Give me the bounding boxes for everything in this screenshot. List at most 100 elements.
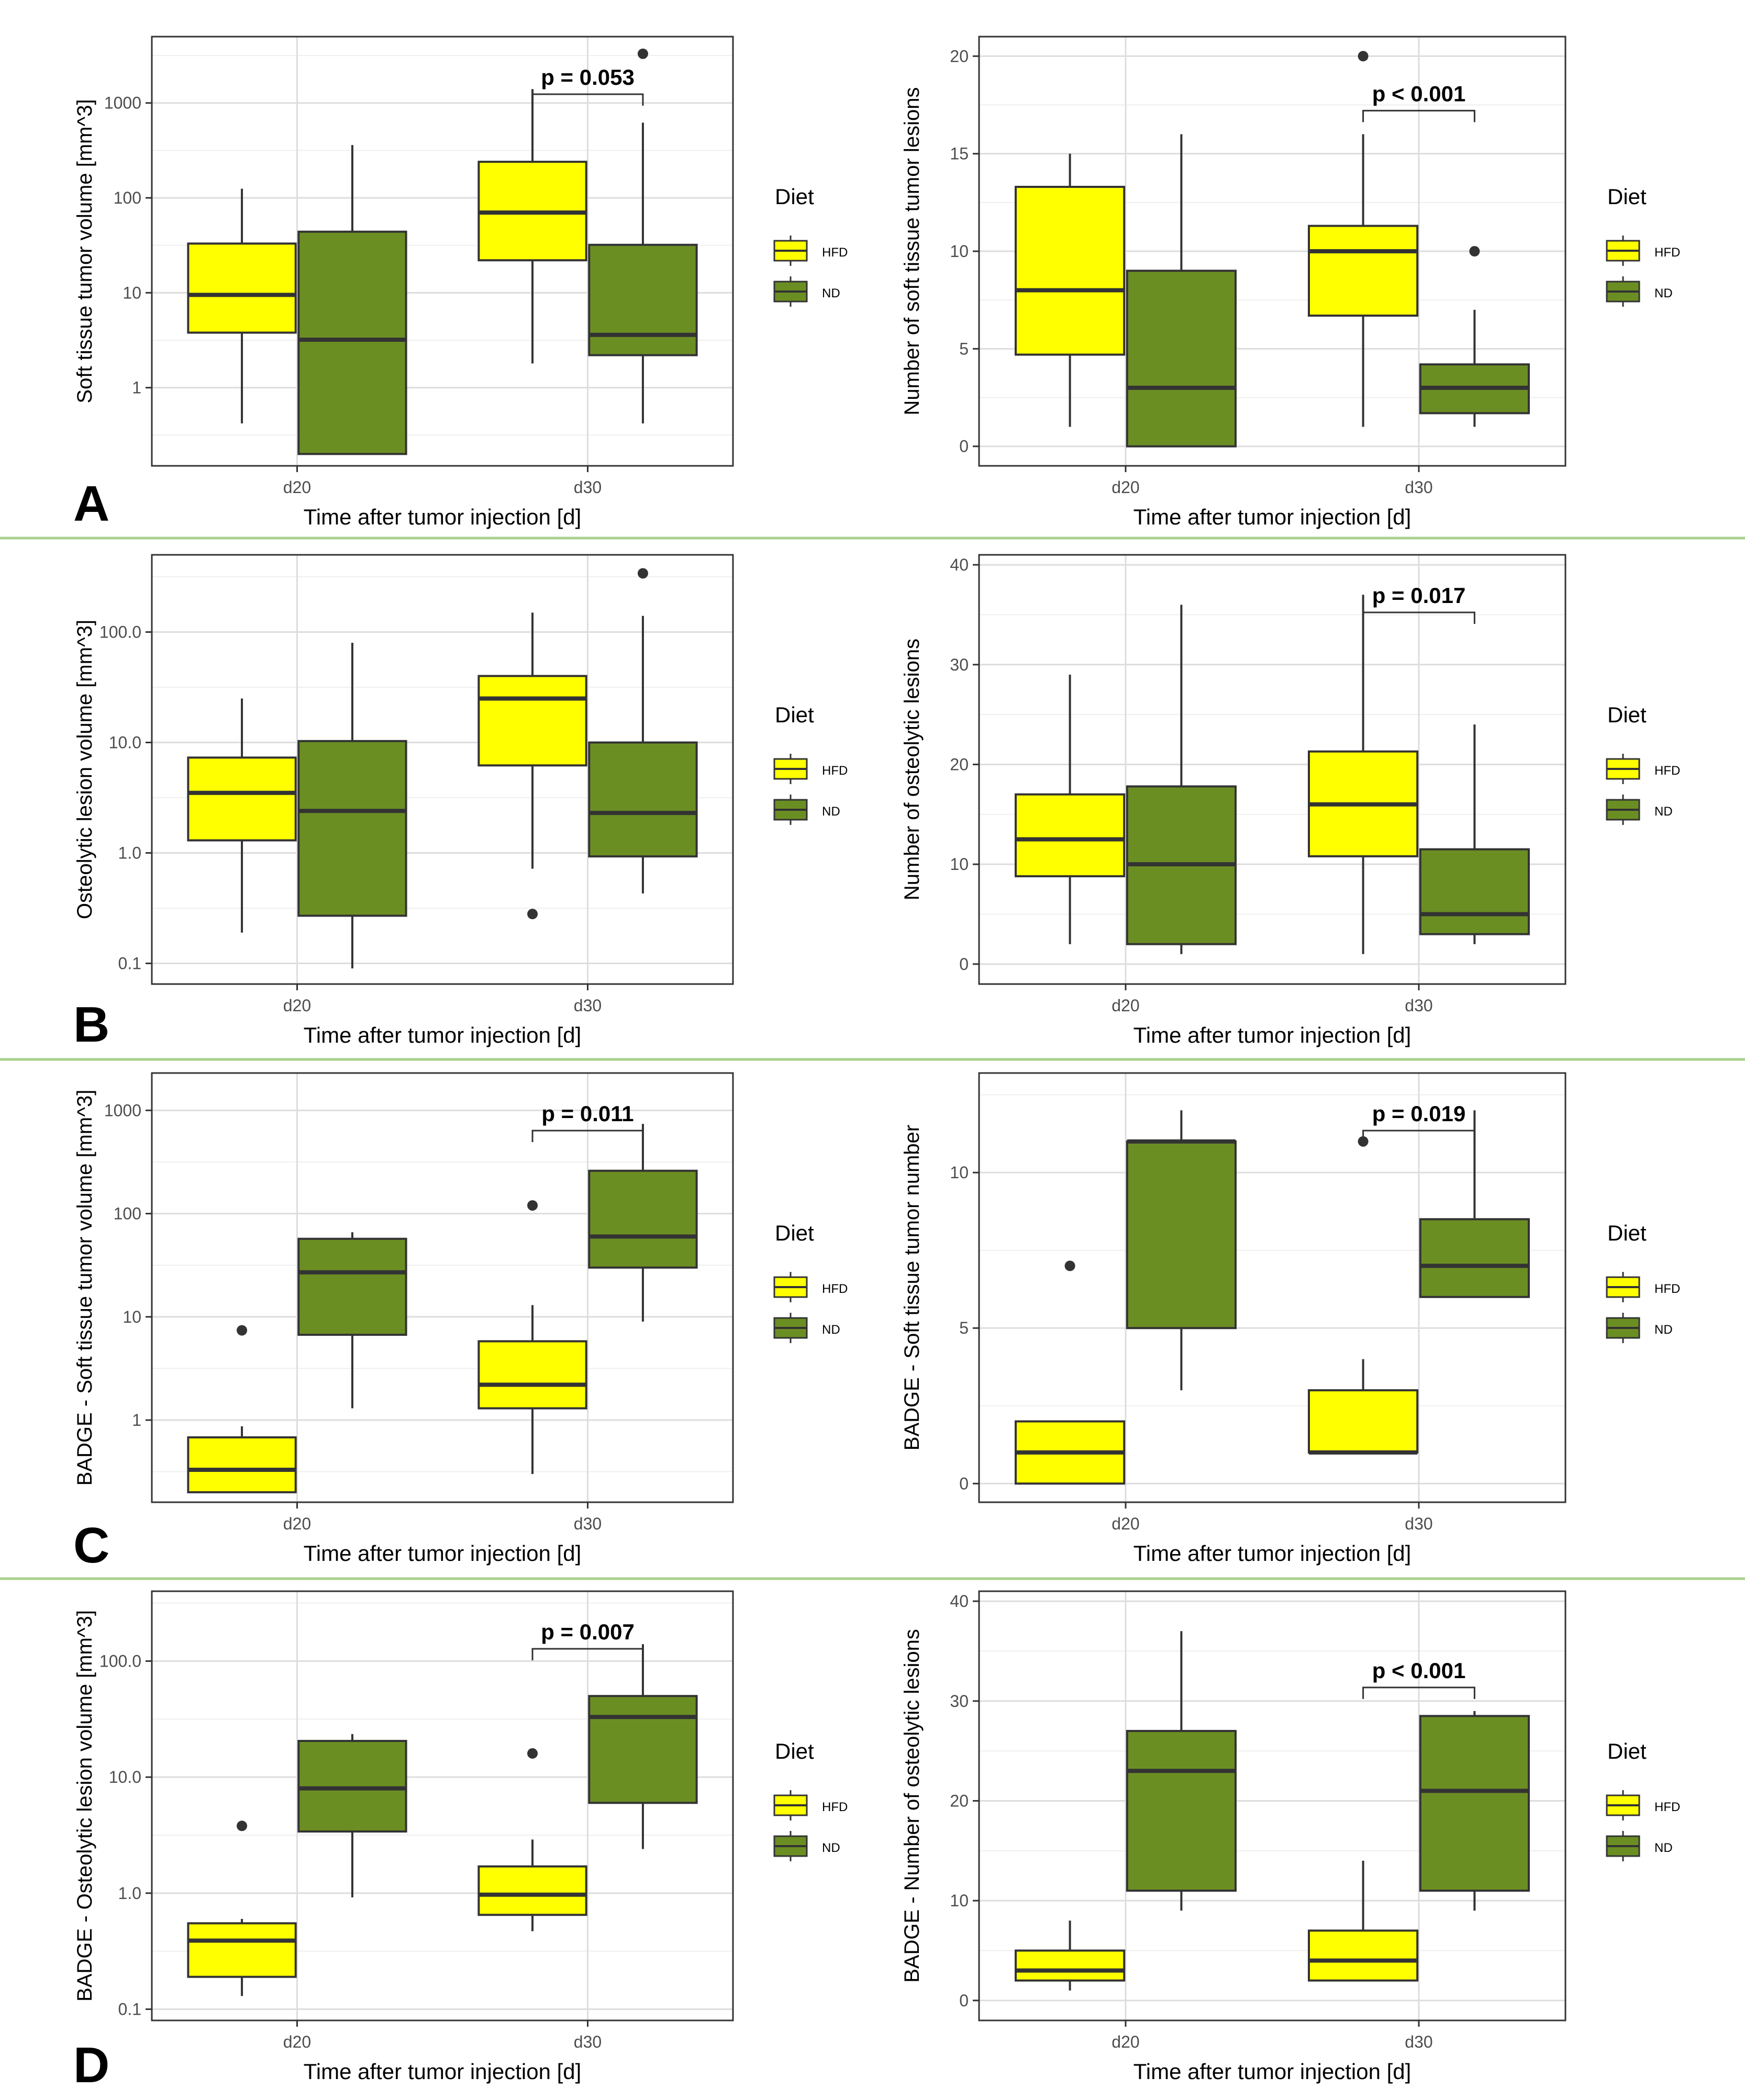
box-nd — [1419, 1218, 1530, 1298]
panel-letter: C — [73, 1517, 109, 1573]
x-tick-label: d20 — [283, 996, 311, 1015]
outlier-point — [1064, 1260, 1075, 1271]
y-axis-label: BADGE - Osteolytic lesion volume [mm^3] — [73, 1610, 96, 2002]
legend-title: Diet — [775, 184, 814, 209]
plot-border — [978, 554, 1566, 985]
chart-2: 0 5 10 15 20 d20 d30 Time after tumor injection… — [901, 36, 1680, 529]
y-tick-label: 0 — [959, 955, 969, 974]
box-nd — [1126, 1140, 1237, 1330]
significance-bracket — [531, 93, 644, 106]
significance-bracket — [1362, 109, 1475, 122]
y-axis-label: Soft tissue tumor volume [mm^3] — [73, 99, 96, 403]
legend-label: ND — [1654, 1841, 1673, 1855]
legend-title: Diet — [775, 702, 814, 727]
box-hfd — [1015, 793, 1126, 878]
x-axis-label: Time after tumor injection [d] — [304, 1023, 582, 1047]
x-axis-label: Time after tumor injection [d] — [304, 1541, 582, 1566]
box-hfd — [477, 1865, 587, 1916]
y-tick-label: 10 — [950, 242, 969, 261]
box-nd — [588, 1169, 698, 1269]
outlier-point — [237, 1820, 248, 1831]
plot-border — [151, 36, 734, 467]
y-tick-label: 10 — [950, 855, 969, 874]
y-tick-label: 5 — [959, 339, 969, 358]
y-tick-label: 5 — [959, 1319, 969, 1337]
x-tick-label: d30 — [1405, 996, 1432, 1015]
box-nd — [297, 740, 407, 917]
plot-background — [152, 1073, 733, 1502]
plot-border — [151, 1072, 734, 1503]
y-axis-label: Osteolytic lesion volume [mm^3] — [73, 620, 96, 919]
y-axis-label: BADGE - Number of osteolytic lesions — [901, 1629, 924, 1983]
box-hfd — [187, 1922, 297, 1978]
y-tick-label: 10 — [950, 1891, 969, 1910]
x-tick-label: d30 — [1405, 478, 1432, 497]
x-tick-label: d30 — [574, 996, 602, 1015]
plot-border — [978, 1590, 1566, 2021]
box-hfd — [187, 1436, 297, 1493]
box-hfd — [1308, 225, 1419, 317]
x-tick-label: d30 — [1405, 1514, 1432, 1533]
legend-label: ND — [1654, 1323, 1673, 1337]
box-nd — [1126, 270, 1237, 448]
y-axis-label: Number of osteolytic lesions — [901, 639, 924, 900]
x-tick-label: d20 — [283, 1514, 311, 1533]
legend-label: ND — [1654, 286, 1673, 300]
significance-bracket — [1362, 611, 1475, 624]
chart-8: 0 10 20 30 40 d20 d30 Time after tumor injectio… — [901, 1590, 1680, 2084]
x-axis-label: Time after tumor injection [d] — [1133, 1023, 1411, 1047]
y-tick-label: 100 — [114, 1204, 141, 1223]
y-tick-label: 15 — [950, 144, 969, 163]
significance-bracket — [531, 1130, 644, 1142]
box-hfd — [1308, 1929, 1419, 1982]
y-tick-label: 20 — [950, 1791, 969, 1810]
p-value-annotation: p < 0.001 — [1372, 1658, 1466, 1683]
panel-letter: B — [73, 997, 109, 1053]
x-tick-label: d30 — [574, 1514, 602, 1533]
legend-label: ND — [1654, 805, 1673, 819]
legend-label: HFD — [1654, 1800, 1680, 1814]
plot-border — [978, 1072, 1566, 1503]
p-value-annotation: p = 0.019 — [1372, 1101, 1466, 1126]
y-tick-label: 30 — [950, 655, 969, 674]
legend-title: Diet — [775, 1221, 814, 1245]
y-tick-label: 1000 — [104, 1101, 141, 1120]
box-nd — [588, 243, 698, 356]
outlier-point — [237, 1325, 248, 1336]
y-tick-label: 10.0 — [109, 733, 141, 752]
outlier-point — [1469, 246, 1480, 256]
box-nd — [1419, 1715, 1530, 1892]
x-axis-label: Time after tumor injection [d] — [1133, 505, 1411, 529]
plot-border — [151, 554, 734, 985]
significance-bracket — [1362, 1130, 1475, 1142]
box-hfd — [187, 756, 297, 842]
x-tick-label: d20 — [283, 478, 311, 497]
y-tick-label: 10.0 — [109, 1768, 141, 1786]
y-tick-label: 1.0 — [118, 1884, 141, 1903]
y-tick-label: 10 — [123, 283, 141, 302]
x-axis-label: Time after tumor injection [d] — [304, 505, 582, 529]
legend-title: Diet — [1607, 1739, 1647, 1763]
outlier-point — [527, 1200, 538, 1211]
y-tick-label: 30 — [950, 1692, 969, 1711]
legend-title: Diet — [1607, 1221, 1647, 1245]
panel-letter: D — [73, 2037, 109, 2093]
legend-label: ND — [822, 286, 840, 300]
outlier-point — [637, 48, 648, 59]
y-tick-label: 1 — [132, 378, 141, 397]
chart-7: 0.1 1.0 10.0 100.0 d20 d30 Time after tumor in… — [73, 1590, 848, 2084]
p-value-annotation: p = 0.011 — [541, 1101, 633, 1126]
y-tick-label: 100 — [114, 188, 141, 207]
y-tick-label: 1 — [132, 1411, 141, 1429]
box-nd — [297, 1237, 407, 1336]
p-value-annotation: p = 0.053 — [541, 65, 635, 90]
y-tick-label: 100.0 — [99, 1651, 141, 1670]
x-tick-label: d20 — [1112, 1514, 1139, 1533]
y-tick-label: 20 — [950, 47, 969, 65]
x-axis-label: Time after tumor injection [d] — [1133, 2059, 1411, 2084]
chart-1: 1 10 100 1000 d20 d30 Time after tumor injecti… — [73, 36, 848, 529]
x-tick-label: d20 — [1112, 996, 1139, 1015]
legend-label: ND — [822, 805, 840, 819]
y-tick-label: 40 — [950, 1592, 969, 1611]
legend-label: HFD — [822, 764, 848, 778]
